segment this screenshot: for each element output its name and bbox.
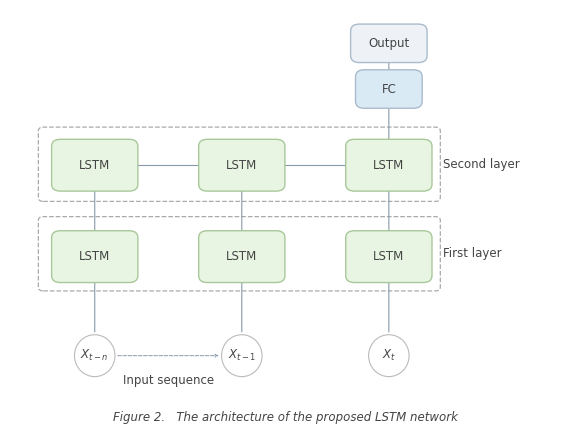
Text: FC: FC xyxy=(381,83,396,95)
Text: $X_{t-n}$: $X_{t-n}$ xyxy=(80,348,109,363)
FancyBboxPatch shape xyxy=(52,139,138,191)
FancyBboxPatch shape xyxy=(356,70,422,108)
Text: LSTM: LSTM xyxy=(226,159,258,172)
Text: LSTM: LSTM xyxy=(373,159,405,172)
Text: $X_t$: $X_t$ xyxy=(382,348,396,363)
Text: LSTM: LSTM xyxy=(79,159,111,172)
Text: Input sequence: Input sequence xyxy=(123,374,214,387)
Ellipse shape xyxy=(222,335,262,377)
FancyBboxPatch shape xyxy=(52,231,138,282)
Text: Second layer: Second layer xyxy=(443,158,519,171)
Text: $X_{t-1}$: $X_{t-1}$ xyxy=(227,348,256,363)
FancyBboxPatch shape xyxy=(199,231,285,282)
Text: First layer: First layer xyxy=(443,247,502,260)
Ellipse shape xyxy=(75,335,115,377)
FancyBboxPatch shape xyxy=(346,139,432,191)
Text: Output: Output xyxy=(368,37,409,50)
FancyBboxPatch shape xyxy=(346,231,432,282)
FancyBboxPatch shape xyxy=(351,24,427,62)
FancyBboxPatch shape xyxy=(199,139,285,191)
Text: LSTM: LSTM xyxy=(79,250,111,263)
Text: LSTM: LSTM xyxy=(373,250,405,263)
Text: Figure 2.   The architecture of the proposed LSTM network: Figure 2. The architecture of the propos… xyxy=(112,411,458,424)
Text: LSTM: LSTM xyxy=(226,250,258,263)
Ellipse shape xyxy=(369,335,409,377)
